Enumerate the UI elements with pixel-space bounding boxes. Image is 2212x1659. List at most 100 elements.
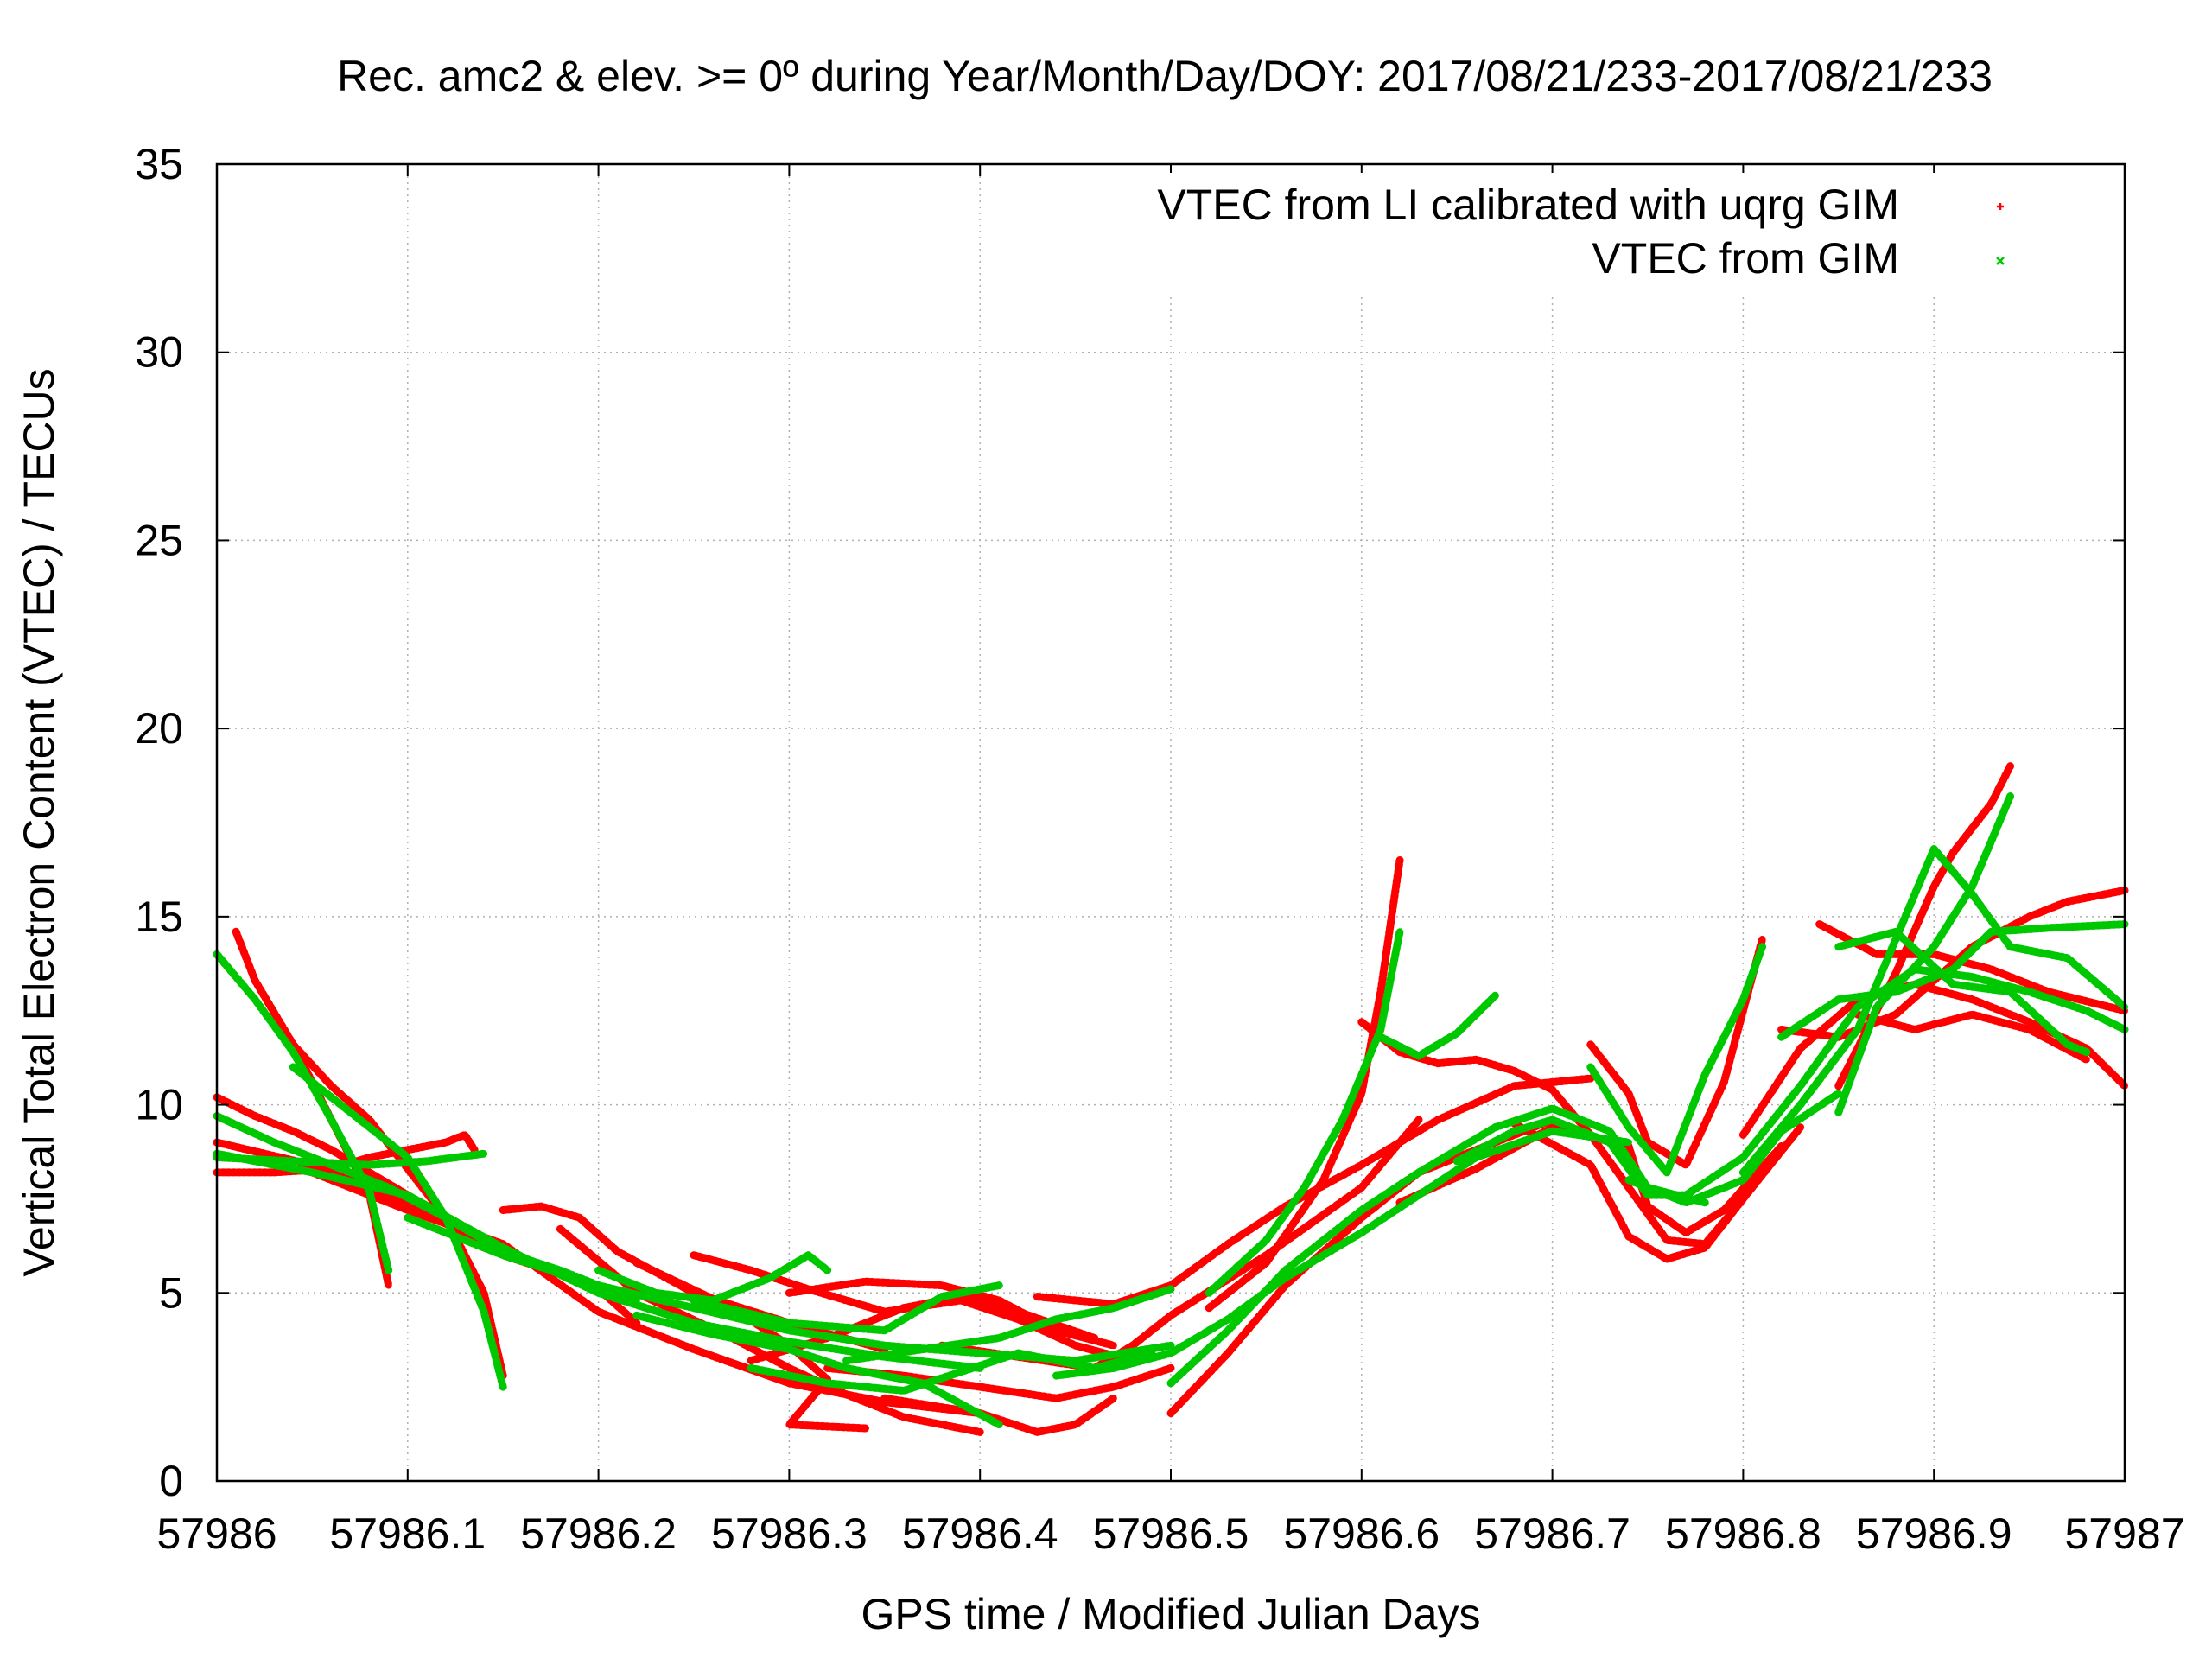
data-point	[1739, 995, 1747, 1003]
data-point	[1777, 1142, 1785, 1150]
data-point	[1968, 883, 1976, 890]
data-point	[442, 1139, 449, 1147]
data-point	[632, 1312, 640, 1319]
series-track	[632, 1311, 1003, 1429]
data-point	[690, 1319, 697, 1327]
data-point	[1491, 992, 1499, 1000]
data-point	[1262, 1236, 1270, 1244]
data-point	[1815, 920, 1823, 928]
series-track	[1738, 980, 2129, 1139]
data-series	[213, 762, 2129, 1436]
data-point	[1834, 1109, 1842, 1116]
data-point	[1834, 995, 1842, 1003]
data-point	[594, 1281, 602, 1289]
data-point	[1548, 1116, 1556, 1123]
data-point	[346, 1109, 354, 1116]
data-point	[1720, 1206, 1728, 1214]
data-point	[1319, 1176, 1327, 1184]
data-point	[1510, 1082, 1518, 1090]
data-point	[1357, 1090, 1365, 1097]
data-point	[1968, 1011, 1976, 1019]
data-point	[1071, 1342, 1079, 1350]
data-point	[2006, 762, 2014, 770]
y-tick-label: 20	[135, 704, 183, 753]
data-point	[1758, 936, 1766, 943]
data-point	[1682, 1161, 1690, 1169]
data-point	[365, 1168, 373, 1176]
data-point	[1777, 1026, 1785, 1033]
data-point	[385, 1267, 392, 1274]
data-point	[1453, 1029, 1461, 1037]
series-1	[213, 792, 2129, 1429]
x-tick-label: 57986.1	[329, 1510, 486, 1558]
data-point	[1224, 1240, 1232, 1248]
data-point	[1109, 1383, 1117, 1391]
legend-label-li: VTEC from LI calibrated with uqrg GIM	[1157, 181, 1899, 229]
data-point	[2006, 988, 2014, 995]
data-point	[1434, 1116, 1442, 1123]
data-point	[842, 1357, 850, 1364]
data-point	[785, 1289, 793, 1297]
data-point	[1624, 1176, 1632, 1184]
data-point	[308, 1168, 316, 1176]
x-tick-label: 57986.8	[1665, 1510, 1821, 1558]
data-point	[957, 1368, 965, 1376]
data-point	[1720, 1078, 1728, 1086]
data-point	[1930, 943, 1938, 950]
data-point	[995, 1281, 1003, 1289]
data-point	[1586, 1040, 1594, 1048]
data-point	[1376, 1033, 1384, 1041]
data-point	[1682, 1198, 1690, 1206]
x-tick-label: 57986.3	[711, 1510, 868, 1558]
data-point	[1911, 1026, 1919, 1033]
data-point	[1777, 1033, 1785, 1041]
data-point	[766, 1274, 774, 1281]
data-point	[2006, 792, 2014, 800]
data-point	[785, 1326, 793, 1334]
data-point	[880, 1395, 888, 1402]
data-point	[251, 976, 259, 984]
data-point	[1415, 1116, 1422, 1123]
data-point	[1415, 1052, 1422, 1059]
data-point	[480, 1308, 488, 1316]
data-point	[1739, 1168, 1747, 1176]
data-point	[1109, 1364, 1117, 1372]
data-point	[1586, 1161, 1594, 1169]
data-point	[1262, 1259, 1270, 1267]
data-point	[709, 1331, 717, 1338]
data-point	[1434, 1059, 1442, 1067]
series-track	[594, 1251, 832, 1305]
data-point	[1453, 1157, 1461, 1165]
data-point	[880, 1342, 888, 1350]
data-point	[1624, 1090, 1632, 1097]
data-point	[2082, 1007, 2090, 1014]
data-point	[995, 1334, 1003, 1342]
data-point	[365, 1161, 373, 1169]
data-point	[804, 1251, 812, 1259]
data-point	[2063, 898, 2071, 906]
data-point	[251, 1112, 259, 1120]
series-track	[1052, 1127, 1633, 1380]
data-point	[270, 1168, 278, 1176]
data-point	[461, 1131, 468, 1139]
data-point	[1472, 1165, 1480, 1173]
grid-lines	[217, 164, 2125, 1481]
data-point	[1472, 1056, 1480, 1064]
data-point	[1205, 1304, 1213, 1312]
data-point	[499, 1244, 507, 1251]
data-point	[1968, 973, 1976, 981]
data-point	[1663, 1236, 1671, 1244]
data-point	[2025, 912, 2033, 920]
data-point	[1949, 981, 1957, 988]
data-point	[2025, 1018, 2033, 1026]
series-track	[1777, 886, 2129, 1041]
data-point	[1663, 1168, 1671, 1176]
data-point	[1281, 1267, 1289, 1274]
data-point	[1510, 1128, 1518, 1135]
data-point	[1834, 1082, 1842, 1090]
data-point	[1682, 1229, 1690, 1236]
series-track	[842, 1285, 1175, 1365]
data-point	[1701, 1071, 1709, 1078]
data-point	[1873, 950, 1880, 958]
data-point	[499, 1251, 507, 1259]
